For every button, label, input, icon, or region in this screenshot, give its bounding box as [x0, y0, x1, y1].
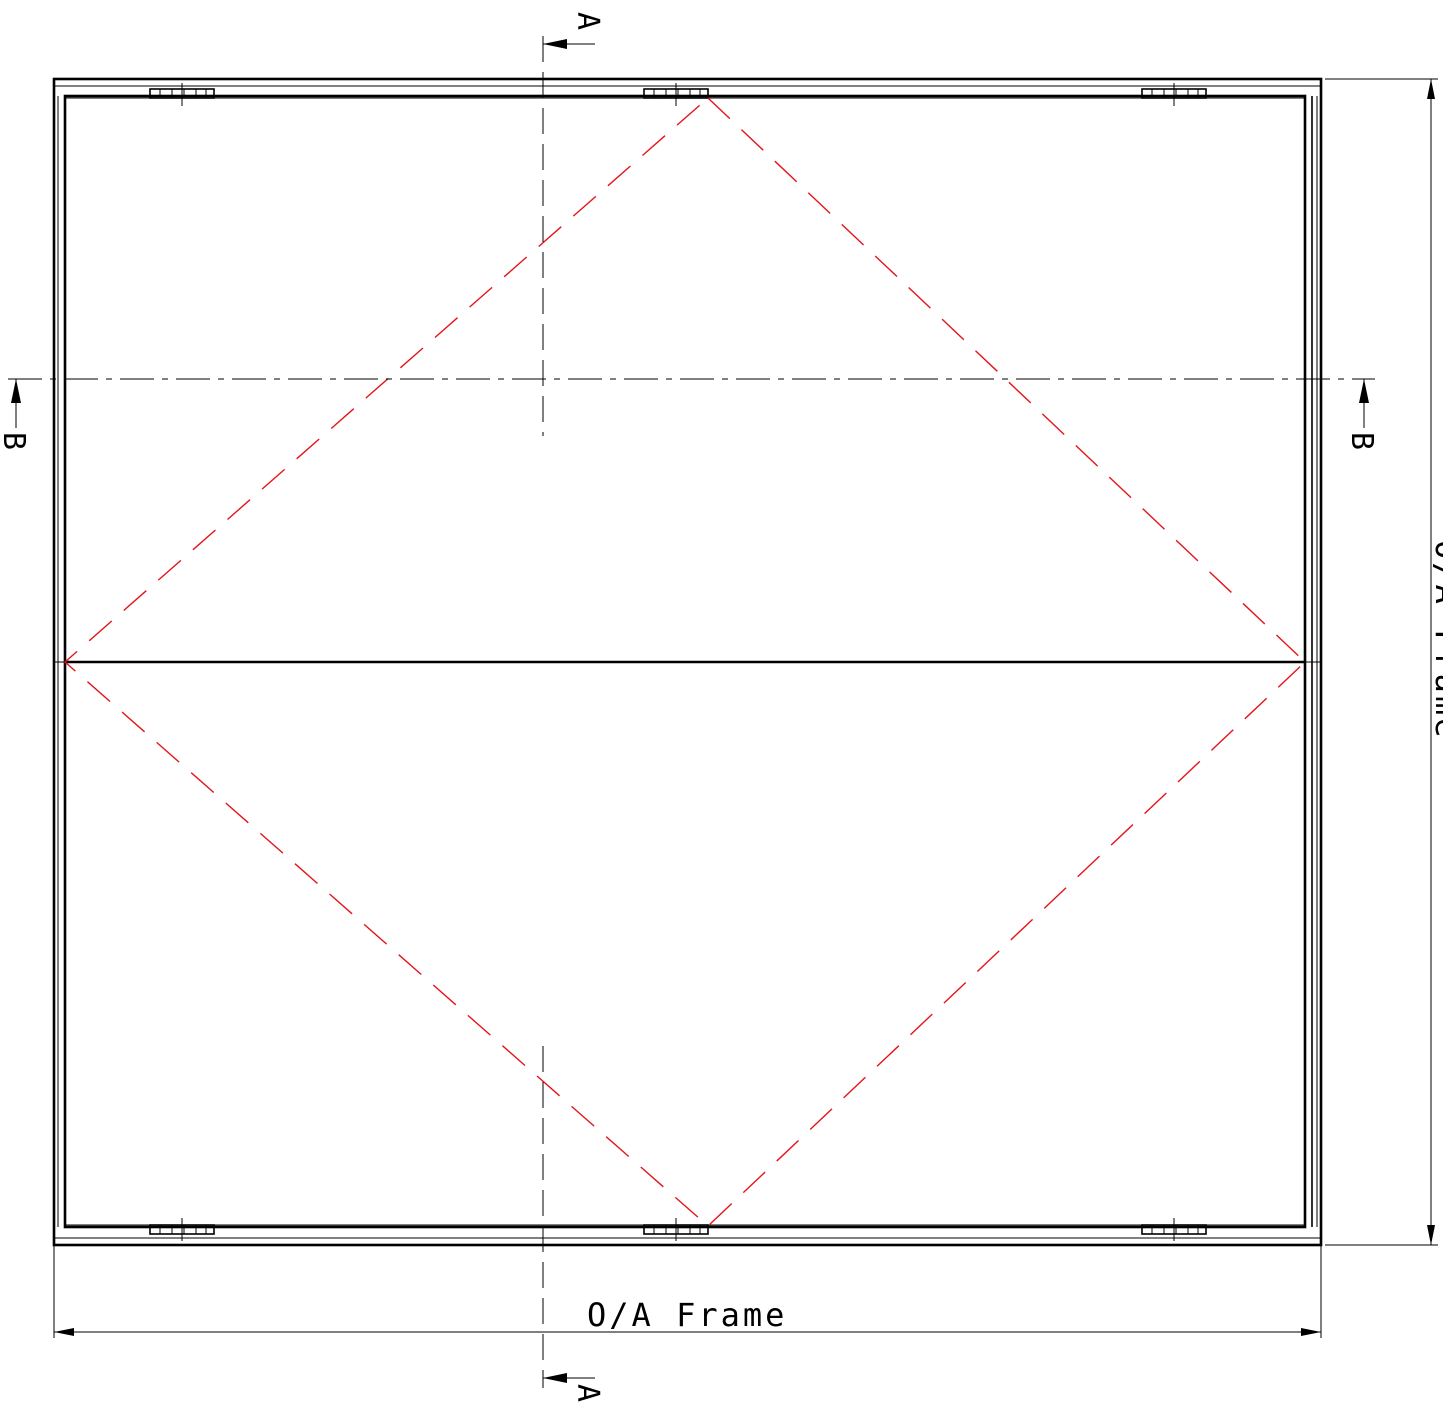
height-dimension	[1325, 78, 1438, 1246]
section-a-arrow-bottom	[543, 1373, 595, 1383]
section-a-label-top: A	[570, 12, 605, 30]
hinge-top-right	[1141, 83, 1207, 106]
hinge-bottom-right	[1141, 1218, 1207, 1241]
section-b-label-left: B	[0, 432, 31, 450]
hinge-top-left	[149, 83, 215, 106]
section-a-arrow-top	[543, 39, 595, 49]
section-b-arrow-right	[1359, 379, 1369, 428]
hinge-top-center	[643, 83, 709, 106]
section-b-label-right: B	[1344, 432, 1379, 450]
section-a-label-bottom: A	[570, 1384, 605, 1402]
hinge-bottom-left	[149, 1218, 215, 1241]
section-b-arrow-left	[11, 379, 21, 428]
fold-diamond	[63, 97, 1307, 1227]
width-dimension-label: O/A Frame	[587, 1296, 787, 1334]
width-dimension	[53, 1245, 1322, 1338]
hinge-bottom-center	[643, 1218, 709, 1241]
height-dimension-label: O/A Frame	[1428, 540, 1443, 740]
